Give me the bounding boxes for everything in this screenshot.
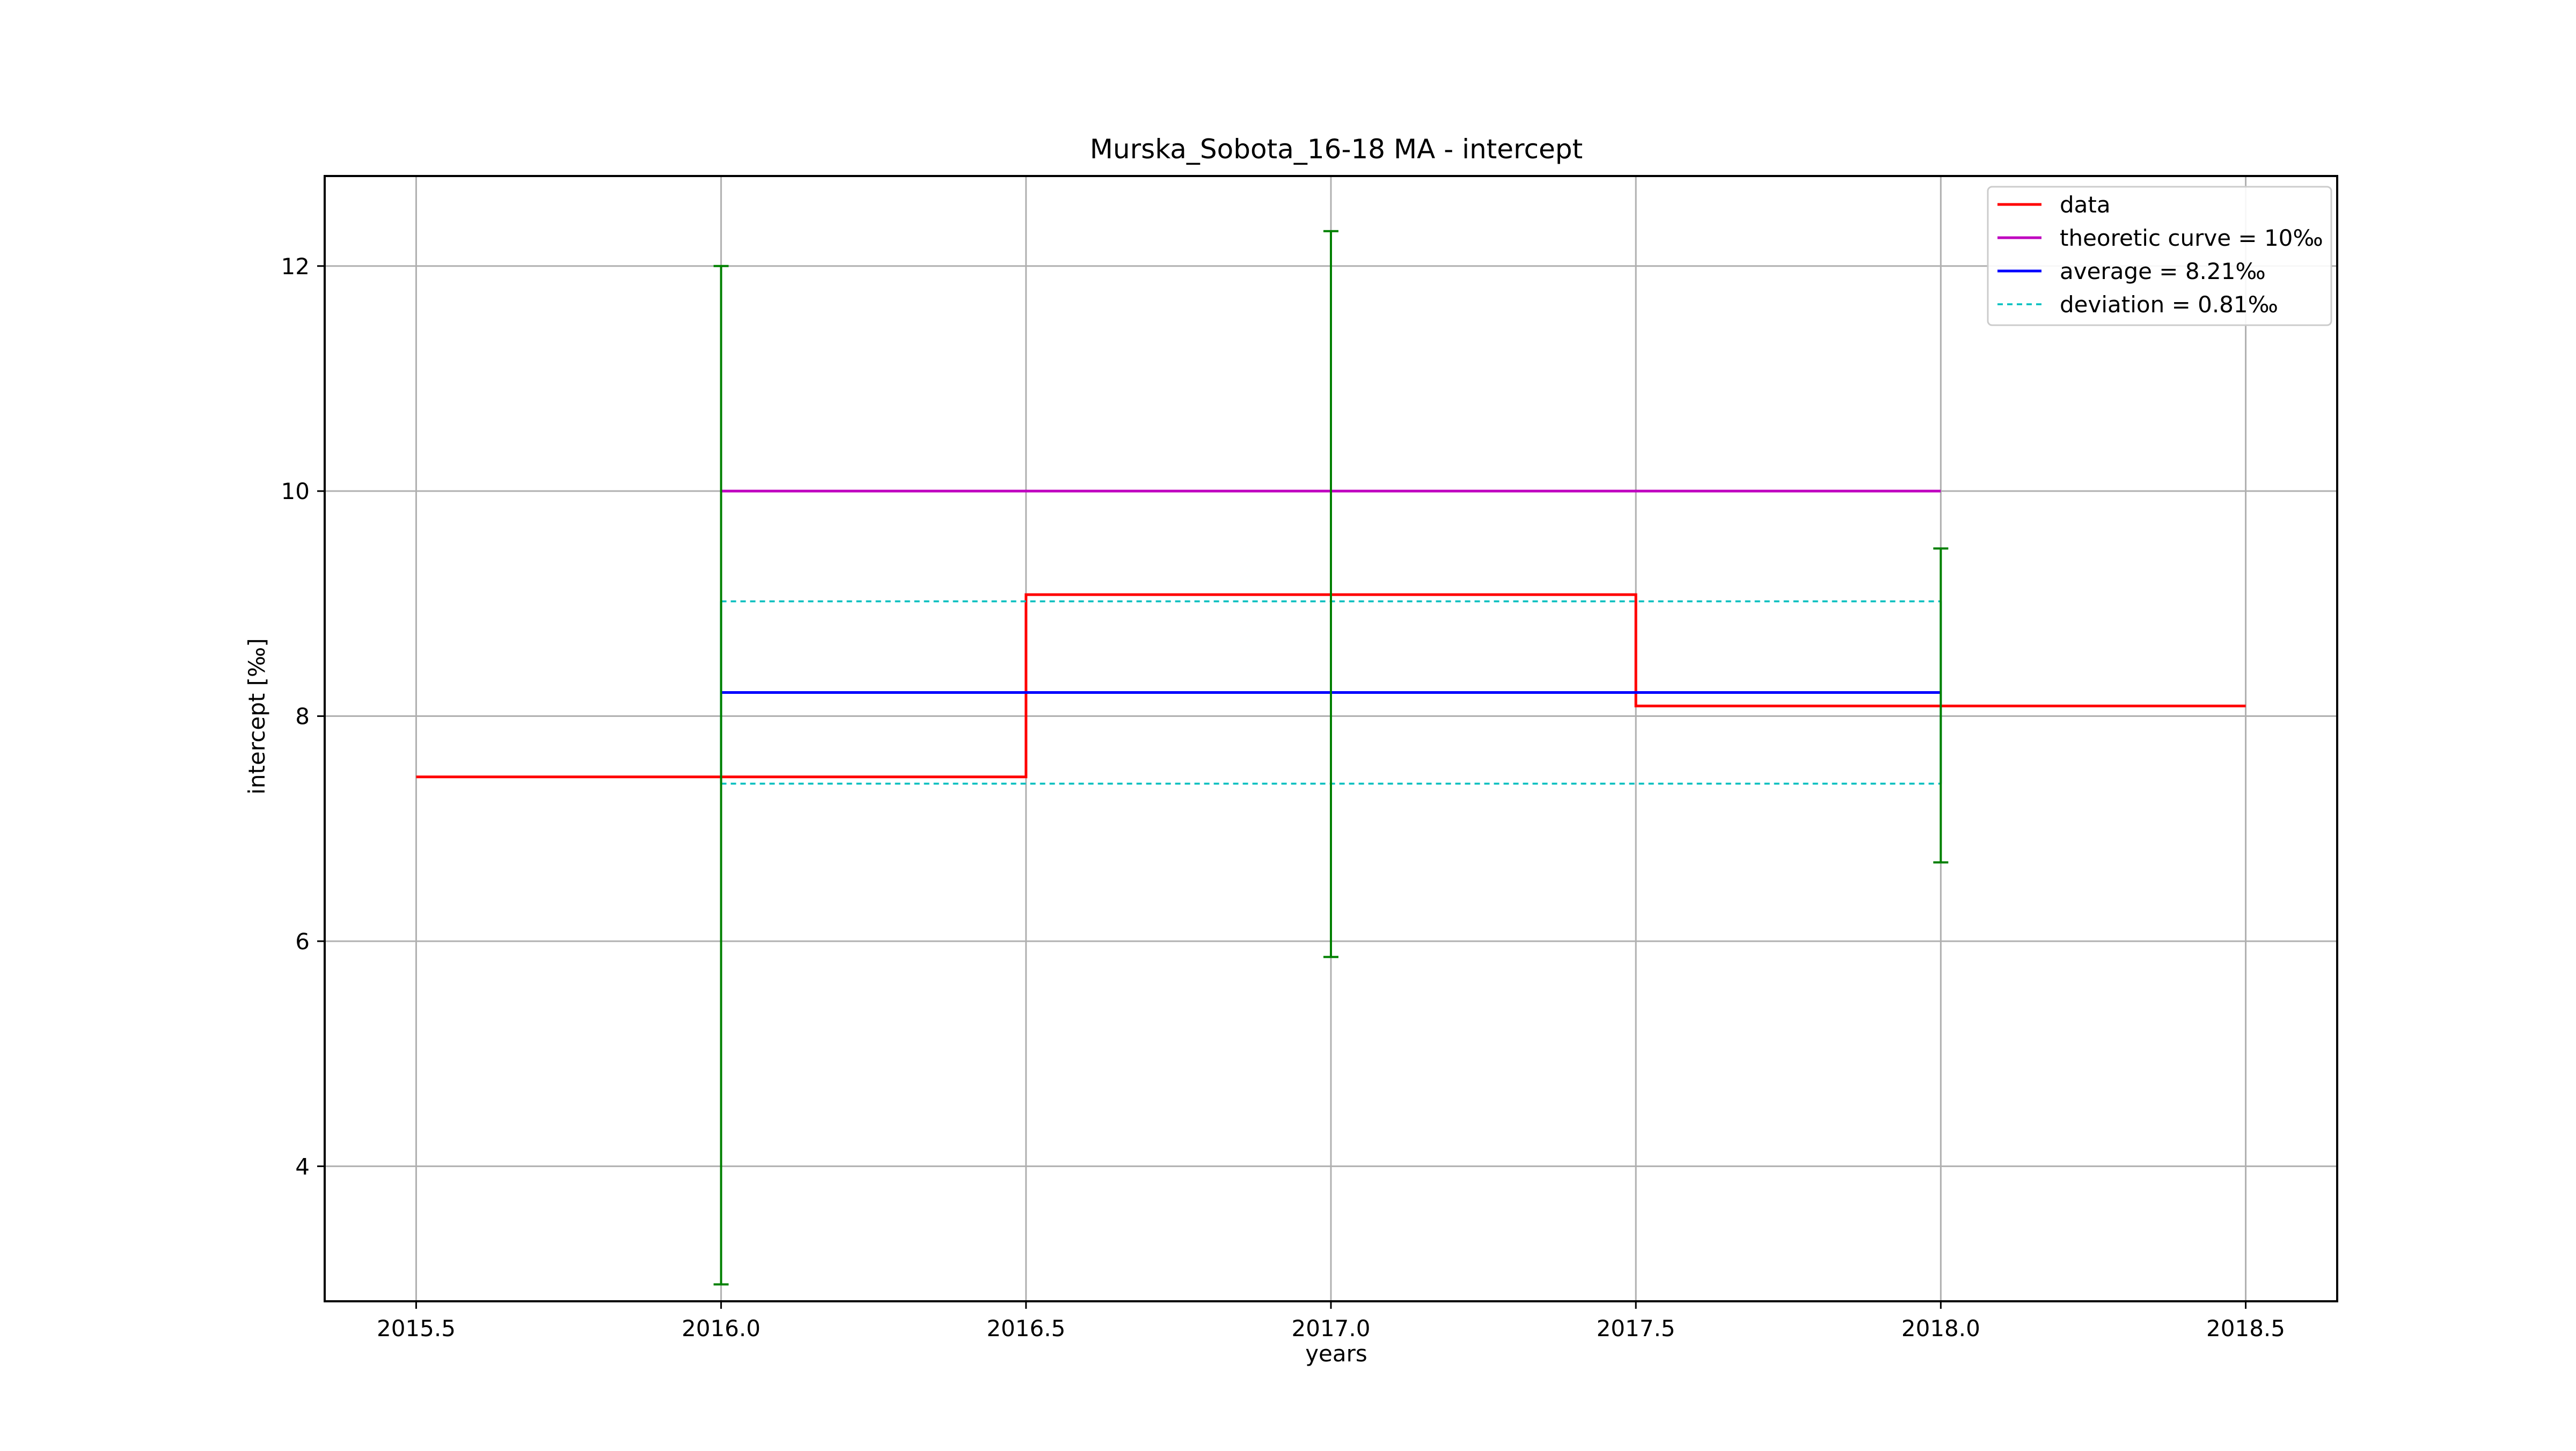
axis-ticks: 2015.5 2016.0 2016.5 2017.0 2017.5 2018.0 2018…	[281, 253, 2285, 1342]
legend-box	[1987, 186, 2332, 326]
x-tick-label: 2016.0	[682, 1315, 760, 1342]
y-tick-label: 4	[295, 1153, 310, 1179]
legend-label: theoretic curve = 10‰	[2060, 225, 2323, 251]
error-bar	[1323, 230, 1338, 958]
legend-label: deviation = 0.81‰	[2060, 291, 2278, 318]
x-tick-label: 2016.5	[986, 1315, 1065, 1342]
error-bar	[713, 265, 729, 1286]
y-tick-label: 10	[281, 478, 310, 504]
chart-title: Murska_Sobota_16-18 MA - intercept	[1090, 134, 1583, 165]
x-tick-label: 2015.5	[377, 1315, 456, 1342]
y-axis-label: intercept [‰]	[244, 638, 270, 794]
x-tick-label: 2018.5	[2206, 1315, 2285, 1342]
x-tick-label: 2017.5	[1597, 1315, 1675, 1342]
y-tick-label: 8	[295, 703, 310, 730]
legend-label: average = 8.21‰	[2060, 258, 2266, 284]
error-bar	[1933, 547, 1949, 864]
y-tick-label: 6	[295, 928, 310, 955]
error-bars	[713, 230, 1949, 1286]
legend: data theoretic curve = 10‰ average = 8.21‰…	[1987, 186, 2332, 326]
x-tick-label: 2018.0	[1901, 1315, 1980, 1342]
x-axis-label: years	[1305, 1340, 1367, 1367]
legend-label: data	[2060, 192, 2111, 218]
x-tick-label: 2017.0	[1292, 1315, 1371, 1342]
y-tick-label: 12	[281, 253, 310, 280]
